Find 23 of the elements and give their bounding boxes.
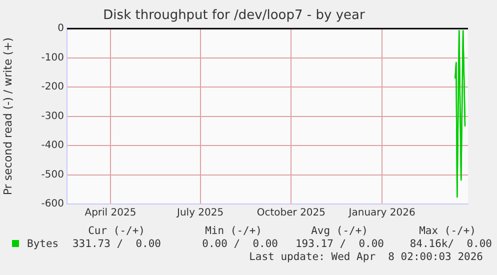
text: Avg (-/+) xyxy=(311,225,368,237)
chart-title: Disk throughput for /dev/loop7 - by year xyxy=(103,8,366,24)
text: Cur (-/+) xyxy=(88,225,145,237)
y-tick-label: 0 xyxy=(58,23,64,34)
text: 84.16k/ 0.00 xyxy=(410,238,492,250)
y-tick-label: -500 xyxy=(41,169,64,180)
x-tick-label: July 2025 xyxy=(176,208,224,219)
y-tick-label: -200 xyxy=(41,82,64,93)
y-tick-label: -100 xyxy=(41,52,64,64)
y-tick-label: -600 xyxy=(41,198,64,210)
y-tick-label: -300 xyxy=(41,110,64,122)
text: 193.17 / 0.00 xyxy=(295,238,384,250)
x-tick-label: April 2025 xyxy=(84,208,136,219)
x-tick-label: October 2025 xyxy=(256,208,326,219)
text: Min (-/+) xyxy=(205,225,262,237)
text: Last update: Wed Apr 8 02:00:03 2026 xyxy=(249,251,483,263)
y-tick-label: -400 xyxy=(41,140,64,152)
legend-label: Bytes xyxy=(26,238,59,250)
x-tick-label: January 2026 xyxy=(348,208,416,219)
text: 0.00 / 0.00 xyxy=(202,238,278,250)
y-axis-title: Pr second read (-) / write (+) xyxy=(1,37,14,196)
text: Max (-/+) xyxy=(419,225,476,237)
text: 331.73 / 0.00 xyxy=(72,238,161,250)
